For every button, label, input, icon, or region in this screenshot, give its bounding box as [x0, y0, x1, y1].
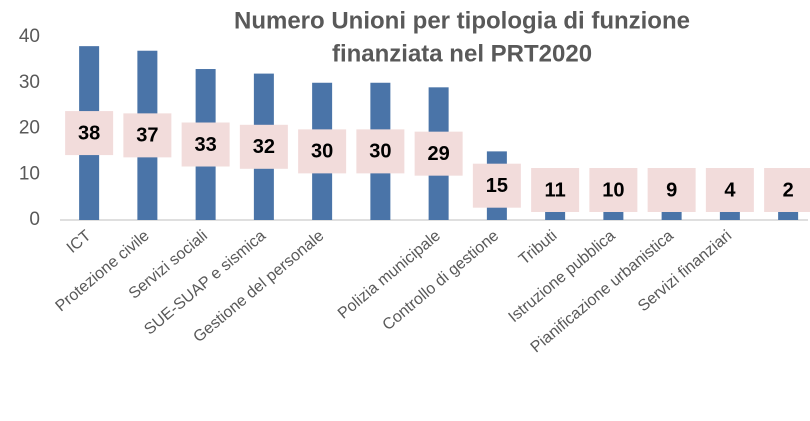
value-label: 37 [136, 125, 158, 147]
value-label-box [764, 168, 810, 212]
value-label: 30 [311, 141, 333, 163]
y-tick-label: 10 [19, 163, 40, 184]
value-label-box [65, 111, 114, 156]
x-tick-label: Istruzione pubblica [506, 227, 619, 326]
value-label: 32 [253, 136, 275, 158]
value-label-box [239, 124, 288, 169]
value-label-box [472, 163, 521, 208]
value-label-box [531, 168, 580, 212]
x-tick-label: Controllo di gestione [379, 227, 502, 334]
value-label-box [414, 131, 463, 176]
value-label: 2 [783, 179, 794, 201]
value-label: 30 [369, 141, 391, 163]
bar [778, 210, 799, 220]
value-label: 29 [428, 143, 450, 165]
y-tick-label: 20 [19, 118, 40, 139]
value-label-box [589, 168, 638, 212]
x-tick-label: ICT [64, 227, 95, 257]
value-label: 4 [724, 179, 736, 201]
chart-title: finanziata nel PRT2020 [332, 40, 592, 67]
value-label: 38 [78, 122, 100, 144]
value-label-box [298, 129, 347, 174]
value-label-box [647, 168, 696, 212]
value-label: 33 [195, 134, 217, 156]
value-label: 9 [666, 179, 677, 201]
value-label: 11 [545, 179, 566, 201]
chart-title: Numero Unioni per tipologia di funzione [234, 7, 690, 34]
value-label-box [123, 113, 172, 158]
value-label-box [181, 122, 230, 167]
y-tick-label: 0 [29, 209, 40, 230]
x-tick-label: Polizia municipale [335, 227, 444, 322]
value-label: 10 [602, 179, 624, 201]
x-tick-label: Tributi [516, 227, 561, 268]
y-tick-label: 30 [19, 72, 40, 93]
value-label-box [705, 168, 754, 212]
value-label: 15 [486, 175, 508, 197]
y-tick-label: 40 [19, 26, 40, 47]
value-label-box [356, 129, 405, 174]
